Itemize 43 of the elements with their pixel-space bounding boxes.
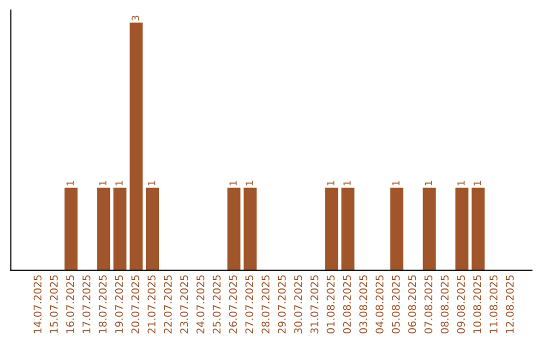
x-tick-label: 04.08.2025 <box>376 275 384 334</box>
x-tick-label: 03.08.2025 <box>359 275 368 334</box>
x-tick-label: 16.07.2025 <box>66 275 74 333</box>
x-tick-label: 06.08.2025 <box>408 275 416 334</box>
x-tick-label: 30.07.2025 <box>294 275 302 334</box>
data-label: 1 <box>474 181 481 186</box>
x-tick-label: 22.07.2025 <box>164 275 172 334</box>
x-tick-label: 17.07.2025 <box>82 275 90 333</box>
x-tick-label: 21.07.2025 <box>148 275 156 334</box>
x-tick-label: 20.07.2025 <box>131 275 140 334</box>
data-label: 1 <box>99 181 106 186</box>
x-tick-label: 14.07.2025 <box>34 275 42 333</box>
x-tick-label: 08.08.2025 <box>440 275 449 334</box>
data-label: 1 <box>116 181 123 186</box>
x-tick-label: 27.07.2025 <box>245 275 254 334</box>
x-tick-label: 26.07.2025 <box>229 275 237 334</box>
data-label: 1 <box>229 181 237 186</box>
data-label: 1 <box>327 181 334 186</box>
x-tick-label: 11.08.2025 <box>490 275 498 333</box>
x-tick-label: 29.07.2025 <box>278 275 286 334</box>
x-tick-label: 12.08.2025 <box>506 275 514 333</box>
x-tick-label: 10.08.2025 <box>473 275 482 333</box>
x-tick-label: 25.07.2025 <box>212 275 221 334</box>
data-label: 1 <box>246 181 253 186</box>
data-label: 3 <box>132 16 140 20</box>
data-label: 1 <box>148 181 156 186</box>
x-tick-label: 23.07.2025 <box>180 275 188 334</box>
x-tick-label: 24.07.2025 <box>196 275 204 334</box>
x-tick-label: 05.08.2025 <box>392 275 400 334</box>
x-tick-label: 31.07.2025 <box>310 275 318 334</box>
x-tick-label: 09.08.2025 <box>457 275 465 334</box>
x-tick-label: 02.08.2025 <box>343 275 351 334</box>
x-tick-label: 01.08.2025 <box>326 275 335 334</box>
data-label: 1 <box>392 181 400 186</box>
x-tick-label: 15.07.2025 <box>50 275 58 333</box>
data-label: 1 <box>66 181 74 186</box>
x-tick-label: 07.08.2025 <box>424 275 432 334</box>
x-tick-label: 28.07.2025 <box>262 275 270 334</box>
data-label: 1 <box>424 181 432 186</box>
x-tick-label: 18.07.2025 <box>98 275 107 333</box>
data-label: 1 <box>457 181 465 186</box>
x-tick-label: 19.07.2025 <box>115 275 123 333</box>
data-label: 1 <box>343 181 351 186</box>
